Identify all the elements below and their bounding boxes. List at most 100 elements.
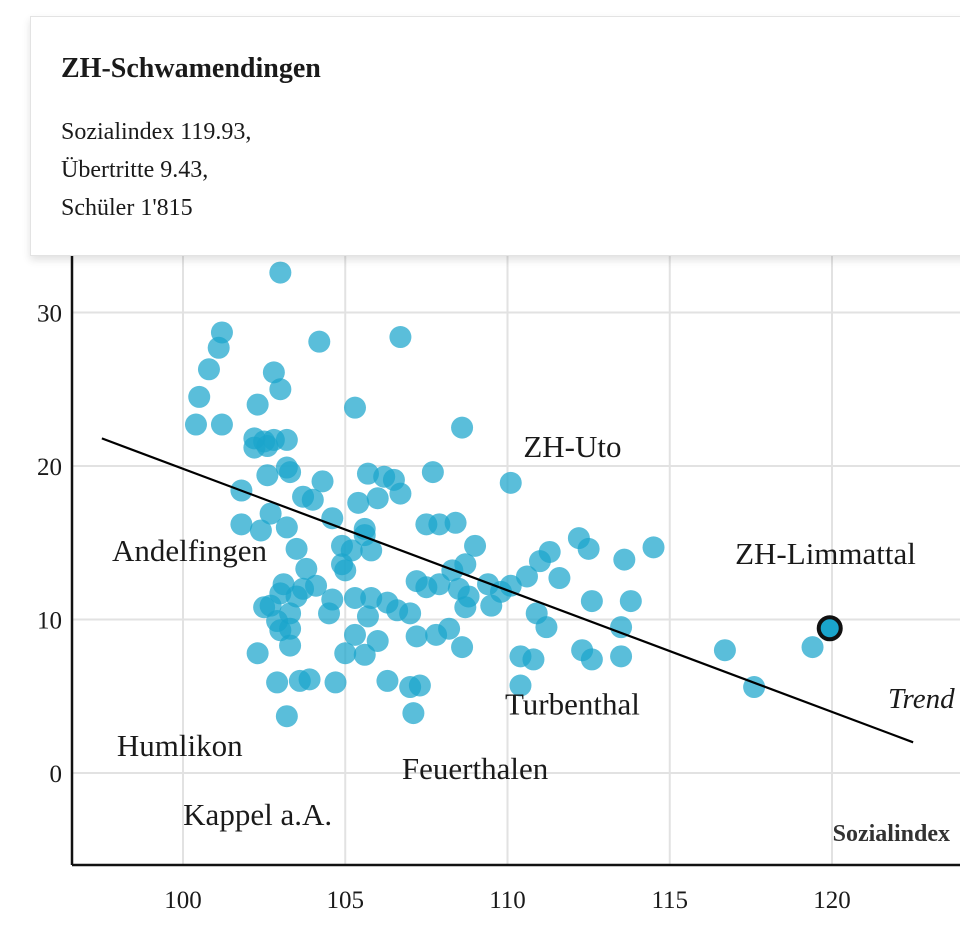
- data-point[interactable]: [269, 378, 292, 401]
- data-point[interactable]: [399, 602, 422, 625]
- data-point[interactable]: [259, 502, 282, 525]
- y-tick-label: 30: [37, 301, 62, 328]
- data-point[interactable]: [535, 616, 558, 639]
- x-tick-label: 105: [327, 887, 365, 914]
- trend-line: [101, 437, 914, 744]
- data-point[interactable]: [311, 470, 334, 493]
- data-point[interactable]: [376, 669, 399, 692]
- x-tick-label: 120: [813, 887, 851, 914]
- data-point[interactable]: [207, 336, 230, 359]
- annotation-label: Humlikon: [117, 728, 243, 763]
- data-point[interactable]: [801, 636, 824, 659]
- data-point[interactable]: [464, 534, 487, 557]
- data-point[interactable]: [262, 361, 285, 384]
- data-point[interactable]: [577, 537, 600, 560]
- data-point[interactable]: [279, 634, 302, 657]
- tooltip-title: ZH-Schwamendingen: [61, 53, 321, 84]
- data-point[interactable]: [266, 671, 289, 694]
- x-tick-label: 115: [651, 887, 688, 914]
- data-point[interactable]: [295, 557, 318, 580]
- data-point[interactable]: [256, 435, 279, 458]
- data-point[interactable]: [324, 671, 347, 694]
- data-point[interactable]: [360, 539, 383, 562]
- data-point[interactable]: [279, 617, 302, 640]
- data-point[interactable]: [499, 574, 522, 597]
- data-point[interactable]: [515, 565, 538, 588]
- tooltip-schueler: Schüler 1'815: [61, 195, 193, 221]
- annotations: ZH-Uto ZH-Limmattal Andelfingen Turbenthal H…: [112, 429, 916, 832]
- data-point[interactable]: [613, 548, 636, 571]
- data-point[interactable]: [444, 511, 467, 534]
- data-point[interactable]: [334, 642, 357, 665]
- data-point[interactable]: [298, 668, 321, 691]
- data-point[interactable]: [321, 507, 344, 530]
- y-tick-label: 10: [37, 608, 62, 635]
- data-point[interactable]: [580, 648, 603, 671]
- data-point[interactable]: [197, 358, 220, 381]
- data-point[interactable]: [428, 513, 451, 536]
- x-tick-label: 100: [164, 887, 202, 914]
- data-point[interactable]: [256, 464, 279, 487]
- data-point[interactable]: [509, 674, 532, 697]
- annotation-label: ZH-Uto: [523, 429, 621, 464]
- data-point[interactable]: [408, 674, 431, 697]
- data-point[interactable]: [301, 488, 324, 511]
- data-point[interactable]: [353, 643, 376, 666]
- data-point[interactable]: [246, 393, 269, 416]
- data-point[interactable]: [499, 471, 522, 494]
- data-point[interactable]: [480, 594, 503, 617]
- data-point[interactable]: [305, 574, 328, 597]
- data-point[interactable]: [184, 413, 207, 436]
- data-point[interactable]: [356, 605, 379, 628]
- data-point[interactable]: [343, 623, 366, 646]
- data-point[interactable]: [580, 590, 603, 613]
- data-point[interactable]: [269, 261, 292, 284]
- data-point[interactable]: [334, 559, 357, 582]
- data-point[interactable]: [428, 573, 451, 596]
- tooltip-card: ZH-Schwamendingen Sozialindex 119.93, Üb…: [30, 16, 960, 256]
- x-axis-title: Sozialindex: [833, 821, 950, 847]
- data-point[interactable]: [343, 587, 366, 610]
- data-point[interactable]: [522, 648, 545, 671]
- y-tick-label: 0: [50, 761, 63, 788]
- data-point[interactable]: [713, 639, 736, 662]
- data-point[interactable]: [308, 330, 331, 353]
- data-point[interactable]: [642, 536, 665, 559]
- data-point[interactable]: [402, 702, 425, 725]
- tooltip-uebertritte: Übertritte 9.43,: [61, 157, 209, 183]
- data-point[interactable]: [528, 550, 551, 573]
- data-point[interactable]: [210, 413, 233, 436]
- data-point[interactable]: [610, 616, 633, 639]
- data-point[interactable]: [246, 642, 269, 665]
- data-point[interactable]: [405, 625, 428, 648]
- data-point[interactable]: [451, 636, 474, 659]
- data-point[interactable]: [275, 516, 298, 539]
- data-point[interactable]: [366, 629, 389, 652]
- data-point[interactable]: [188, 385, 211, 408]
- data-point[interactable]: [318, 602, 341, 625]
- data-point[interactable]: [366, 487, 389, 510]
- data-point[interactable]: [275, 428, 298, 451]
- trend-label: Trend: [888, 683, 955, 715]
- y-tick-label: 20: [37, 454, 62, 481]
- data-point[interactable]: [279, 461, 302, 484]
- data-point[interactable]: [389, 482, 412, 505]
- data-point[interactable]: [438, 617, 461, 640]
- annotation-label: Turbenthal: [505, 687, 640, 722]
- data-point[interactable]: [421, 461, 444, 484]
- data-point[interactable]: [343, 396, 366, 419]
- data-point[interactable]: [619, 590, 642, 613]
- data-point[interactable]: [285, 585, 308, 608]
- data-point[interactable]: [610, 645, 633, 668]
- data-point[interactable]: [249, 519, 272, 542]
- data-point[interactable]: [285, 537, 308, 560]
- data-point[interactable]: [454, 596, 477, 619]
- data-point[interactable]: [275, 705, 298, 728]
- highlighted-point[interactable]: [816, 615, 843, 642]
- data-point[interactable]: [347, 491, 370, 514]
- data-point[interactable]: [451, 416, 474, 439]
- data-point[interactable]: [389, 326, 412, 349]
- data-point[interactable]: [230, 513, 253, 536]
- data-point[interactable]: [454, 553, 477, 576]
- data-point[interactable]: [548, 567, 571, 590]
